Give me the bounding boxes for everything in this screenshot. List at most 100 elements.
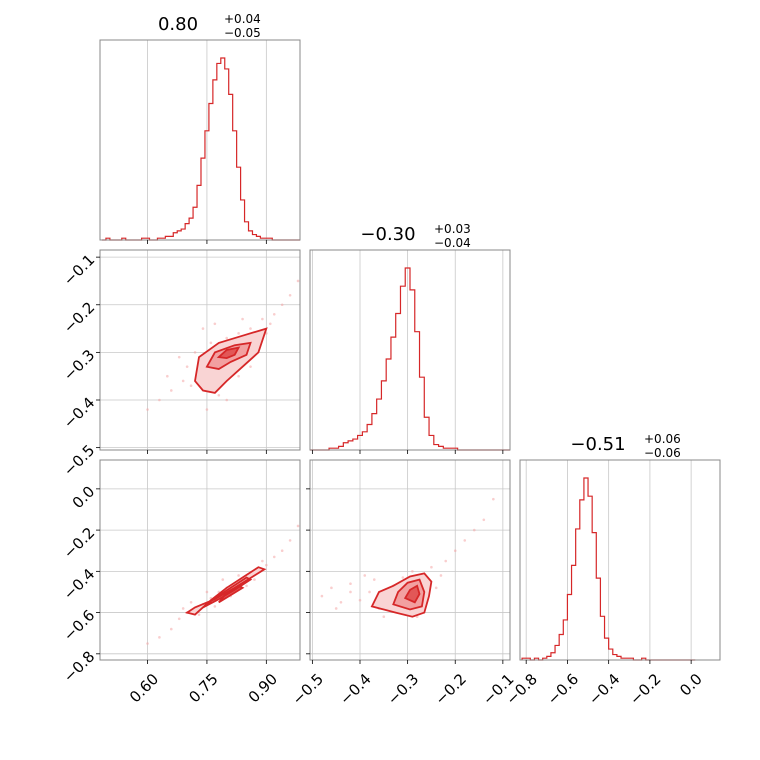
contour-line-2 — [403, 584, 421, 604]
sample-point — [201, 327, 205, 330]
contour-fill-2 — [405, 585, 420, 603]
ytick-label-1-3: −0.2 — [60, 298, 98, 336]
xtick-label-1-3: −0.2 — [431, 670, 469, 708]
sample-point — [177, 617, 181, 621]
sample-point — [288, 539, 292, 542]
ytick-label-1-2: −0.3 — [60, 346, 98, 384]
sample-point — [334, 607, 338, 610]
sample-point — [439, 574, 443, 577]
sample-point — [205, 408, 209, 411]
contour-line-0 — [370, 572, 433, 618]
param-title-minus-0: −0.05 — [224, 26, 261, 40]
hist-panel-0: 0.80 +0.04−0.05 — [99, 12, 301, 244]
ytick-label-2-4: 0.0 — [69, 483, 99, 513]
sample-point — [261, 317, 264, 321]
sample-point — [158, 636, 161, 639]
hist-frame-1 — [309, 249, 511, 451]
xtick-label-0-2: 0.90 — [245, 670, 281, 706]
sample-point — [249, 365, 252, 368]
hist-frame-2 — [519, 459, 721, 661]
histogram-0 — [101, 57, 300, 241]
xtick-label-2-3: −0.2 — [626, 670, 664, 708]
contour-line-1 — [205, 341, 252, 370]
hist-frame-0 — [99, 39, 301, 241]
sample-point — [237, 332, 240, 335]
ytick-label-1-1: −0.4 — [60, 394, 98, 432]
sample-point — [261, 559, 264, 563]
sample-point — [280, 303, 284, 307]
sample-point — [363, 574, 367, 577]
sample-point — [225, 398, 229, 402]
sample-point — [280, 549, 284, 553]
xtick-label-0-1: 0.75 — [185, 670, 221, 706]
pair-inner-0-1 — [100, 250, 300, 450]
param-title-minus-1: −0.04 — [434, 236, 471, 250]
sample-point — [265, 563, 268, 567]
sample-point — [241, 317, 244, 321]
contour-fill-2 — [218, 347, 239, 359]
sample-point — [339, 600, 343, 604]
xtick-label-1-1: −0.4 — [336, 670, 374, 708]
param-title-value-1: −0.30 — [360, 224, 415, 245]
sample-point — [453, 549, 457, 553]
sample-point — [253, 578, 256, 581]
sample-point — [372, 578, 376, 581]
contour-line-1 — [202, 576, 253, 609]
sample-point — [166, 374, 169, 378]
sample-point — [213, 605, 217, 608]
sample-point — [288, 293, 292, 297]
sample-point — [349, 582, 352, 586]
param-title-plus-1: +0.03 — [434, 222, 471, 236]
sample-point — [444, 559, 448, 563]
sample-point — [272, 312, 276, 316]
sample-point — [463, 539, 467, 542]
param-title-plus-2: +0.06 — [644, 432, 681, 446]
param-title-value-0: 0.80 — [158, 14, 198, 35]
sample-point — [349, 590, 352, 594]
sample-point — [320, 594, 324, 598]
pair-frame-0-2 — [99, 459, 301, 661]
xtick-label-2-2: −0.4 — [585, 670, 623, 708]
sample-point — [169, 389, 173, 392]
sample-point — [193, 351, 197, 354]
sample-point — [472, 528, 476, 532]
xtick-label-1-0: −0.5 — [289, 670, 327, 708]
sample-point — [368, 590, 371, 594]
contour-line-2 — [216, 346, 241, 360]
sample-point — [249, 327, 252, 330]
sample-point — [296, 279, 300, 283]
hist-panel-2: −0.51 +0.06−0.06 — [519, 432, 721, 664]
sample-point — [482, 518, 486, 522]
sample-point — [181, 379, 185, 383]
sample-point — [245, 584, 248, 588]
param-title-plus-0: +0.04 — [224, 12, 261, 26]
pair-panel-1-2 — [306, 459, 511, 664]
param-title-minus-2: −0.06 — [644, 446, 681, 460]
sample-point — [209, 341, 213, 345]
sample-point — [272, 555, 276, 559]
sample-point — [158, 398, 161, 402]
sample-point — [296, 524, 300, 528]
ytick-label-1-4: −0.1 — [60, 251, 98, 289]
xtick-label-1-2: −0.3 — [384, 670, 422, 708]
hist-panel-1: −0.30 +0.03−0.04 — [309, 222, 511, 454]
pair-frame-0-1 — [99, 249, 301, 451]
sample-point — [177, 355, 181, 359]
xtick-label-2-1: −0.6 — [544, 670, 582, 708]
sample-point — [185, 365, 189, 368]
sample-point — [169, 627, 173, 631]
param-title-value-2: −0.51 — [570, 434, 625, 455]
xtick-label-0-0: 0.60 — [126, 670, 162, 706]
pair-panel-0-2 — [96, 459, 301, 664]
sample-point — [268, 322, 272, 326]
sample-point — [401, 576, 405, 579]
histogram-1 — [310, 267, 510, 451]
sample-point — [181, 607, 185, 610]
pair-inner-0-2 — [100, 460, 300, 660]
pair-inner-1-2 — [310, 460, 510, 660]
sample-point — [237, 374, 240, 378]
sample-point — [213, 322, 217, 326]
contour-line-0 — [194, 327, 268, 394]
sample-point — [146, 408, 149, 411]
